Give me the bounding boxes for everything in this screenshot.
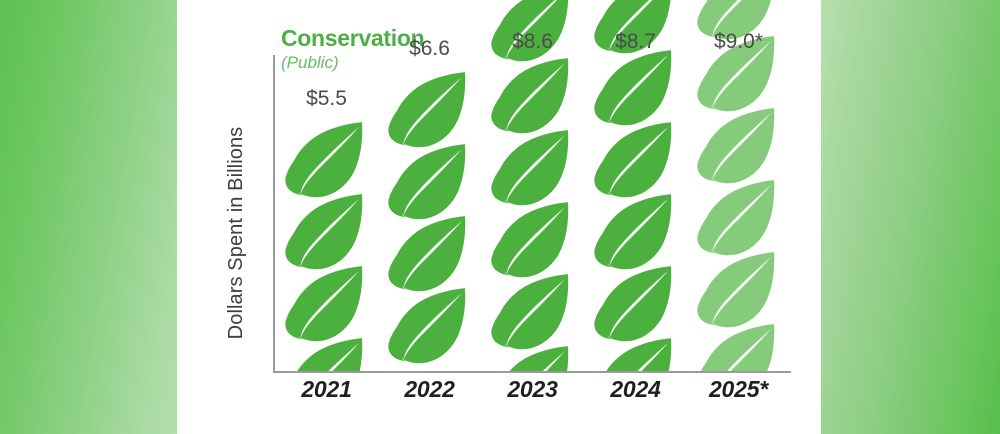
leaf-icon [487, 197, 575, 285]
leaf-icon [590, 117, 678, 205]
leaf-icon [297, 338, 363, 371]
leaf-stack [687, 0, 790, 371]
chart-subtitle: (Public) [281, 52, 339, 72]
chart-title: Conservation [281, 25, 425, 51]
leaf-icon [594, 122, 672, 198]
leaf-icon [697, 0, 771, 40]
leaf-icon [388, 72, 466, 148]
leaf-icon [487, 125, 575, 213]
y-axis-line [273, 55, 275, 373]
leaf-icon [491, 58, 569, 134]
leaf-icon [384, 211, 472, 299]
pictogram-column-2021: $5.5 [275, 30, 378, 371]
value-label: $5.5 [306, 87, 347, 110]
value-label: $9.0* [713, 30, 764, 53]
leaf-icon [697, 108, 775, 184]
leaf-icon [491, 202, 569, 278]
leaf-icon [384, 283, 472, 371]
x-axis-label-2022: 2022 [404, 376, 455, 402]
pictogram-column-2024: $8.7 [584, 0, 687, 371]
leaf-icon [285, 122, 363, 198]
leaf-icon [590, 45, 678, 133]
decorative-band-left [0, 0, 177, 434]
value-label: $8.7 [615, 30, 656, 53]
leaf-icon [388, 144, 466, 220]
leaf-icon [590, 189, 678, 277]
x-axis-label-2023: 2023 [507, 376, 558, 402]
leaf-icon [388, 216, 466, 292]
leaf-icon [697, 36, 775, 112]
leaf-icon [491, 274, 569, 350]
leaf-icon [697, 180, 775, 256]
leaf-icon [491, 130, 569, 206]
decorative-band-right [821, 0, 1000, 434]
leaf-icon [594, 194, 672, 270]
leaf-icon [509, 346, 569, 371]
value-label: $6.6 [409, 37, 450, 60]
leaf-icon [487, 269, 575, 357]
leaf-icon [281, 261, 369, 349]
x-axis-label-2021: 2021 [301, 376, 352, 402]
leaf-icon [700, 324, 775, 371]
leaf-icon [487, 53, 575, 141]
pictogram-column-2022: $6.6 [378, 30, 481, 371]
x-axis-label-2024: 2024 [610, 376, 661, 402]
leaf-icon [693, 0, 781, 47]
leaf-stack [275, 117, 378, 371]
leaf-icon [693, 31, 781, 119]
leaf-icon [384, 139, 472, 227]
leaf-icon [285, 194, 363, 270]
value-label: $8.6 [512, 30, 553, 53]
pictogram-column-2025: $9.0* [687, 0, 790, 371]
chart-title-block: Conservation (Public) [281, 25, 425, 73]
leaf-icon [281, 117, 369, 205]
plot-area: $5.5 [275, 0, 791, 371]
leaf-icon [697, 252, 775, 328]
conservation-spending-chart: Conservation (Public) Dollars Spent in B… [177, 0, 821, 434]
leaf-icon [594, 0, 671, 54]
leaf-icon [590, 333, 678, 371]
leaf-icon [285, 266, 363, 342]
leaf-icon [491, 0, 569, 62]
leaf-icon [281, 189, 369, 277]
leaf-icon [281, 333, 369, 371]
leaf-icon [384, 67, 472, 155]
leaf-icon [590, 0, 678, 61]
leaf-icon [388, 288, 466, 364]
leaf-icon [693, 175, 781, 263]
leaf-icon [594, 266, 672, 342]
leaf-stack [584, 0, 687, 371]
leaf-icon [606, 338, 672, 371]
leaf-icon [487, 341, 575, 371]
leaf-icon [487, 0, 575, 69]
leaf-icon [590, 261, 678, 349]
leaf-icon [693, 103, 781, 191]
leaf-icon [693, 247, 781, 335]
x-axis-labels: 2021 2022 2023 2024 2025* [275, 376, 791, 410]
y-axis-title: Dollars Spent in Billions [225, 126, 247, 340]
leaf-icon [693, 319, 781, 371]
x-axis-label-2025: 2025* [708, 376, 769, 402]
leaf-stack [481, 0, 584, 371]
x-axis-line [273, 371, 791, 373]
leaf-icon [594, 50, 672, 126]
y-axis-title-wrap: Dollars Spent in Billions [225, 0, 251, 340]
pictogram-column-2023: $8.6 [481, 0, 584, 371]
leaf-stack [378, 67, 481, 371]
